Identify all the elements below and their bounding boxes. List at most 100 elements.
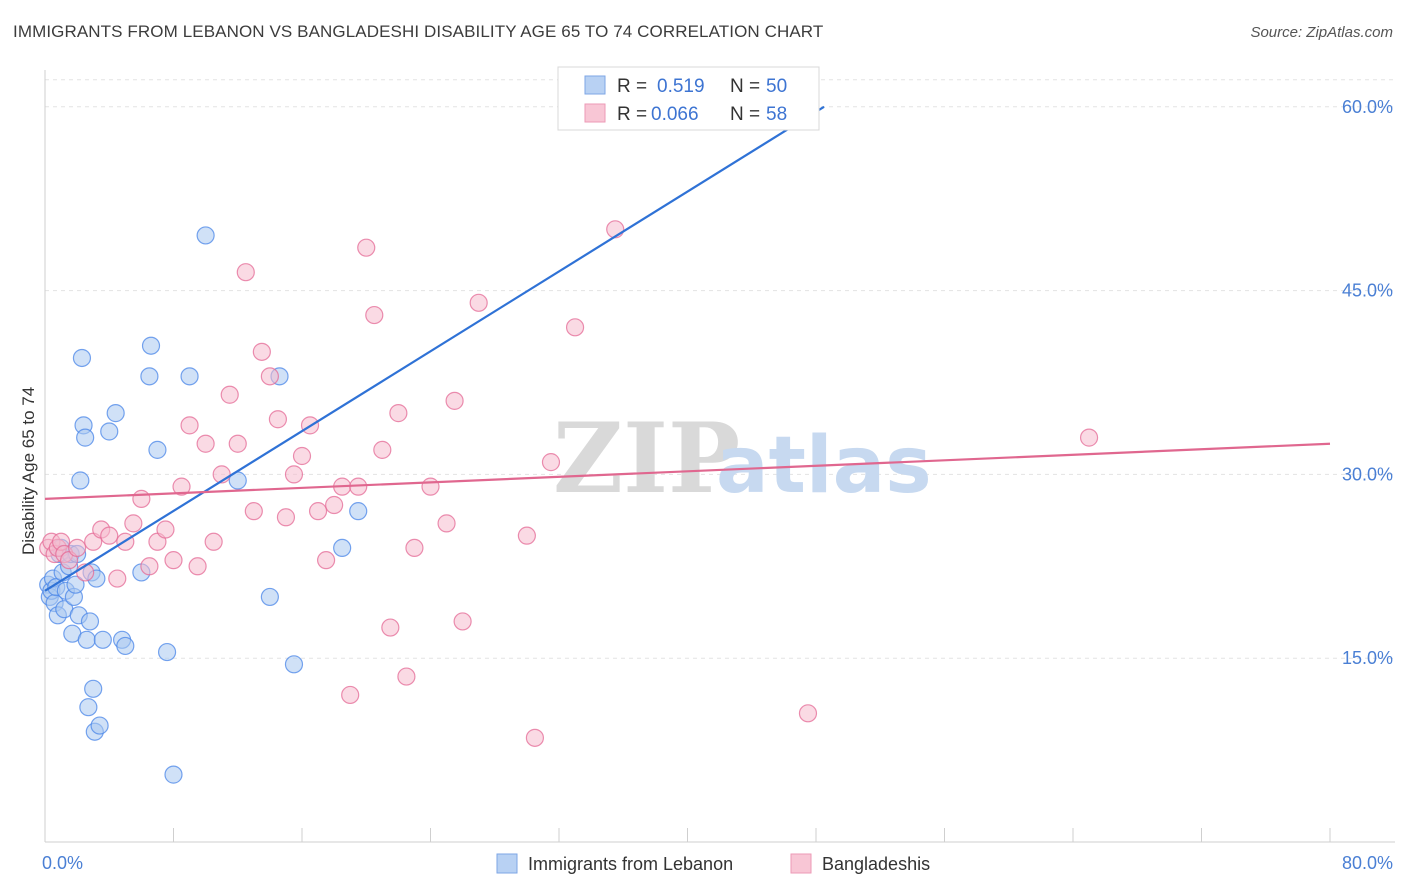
bangladeshis-point-19 xyxy=(164,551,183,570)
lebanon-point-31 xyxy=(93,630,112,649)
bangladeshis-point-11 xyxy=(100,526,119,545)
bangladeshis-point-54 xyxy=(469,293,488,312)
x-tick-labels: 0.0% 80.0% xyxy=(42,853,1393,873)
lebanon-point-23 xyxy=(77,630,96,649)
lebanon-point-22 xyxy=(76,428,95,447)
bangladeshis-point-31 xyxy=(260,367,279,386)
bangladeshis-point-43 xyxy=(357,238,376,257)
bangladeshis-point-33 xyxy=(276,508,296,527)
bangladeshis-point-7 xyxy=(68,538,87,558)
lebanon-point-16 xyxy=(66,575,85,594)
axes xyxy=(44,70,1395,843)
source-label: Source: ZipAtlas.com xyxy=(1250,24,1393,41)
legend-n-label-1: N = xyxy=(730,76,760,97)
bottom-legend-label-lebanon: Immigrants from Lebanon xyxy=(528,854,733,874)
bangladeshis-point-29 xyxy=(244,502,263,521)
lebanon-point-35 xyxy=(116,636,135,656)
lebanon-point-37 xyxy=(140,367,159,386)
bangladeshis-point-61 xyxy=(1079,428,1099,447)
y-tick-label-30: 30.0% xyxy=(1342,464,1393,484)
lebanon-point-49 xyxy=(349,502,368,521)
bottom-legend-label-bangladeshis: Bangladeshis xyxy=(822,854,930,874)
series-legend: Immigrants from Lebanon Bangladeshis xyxy=(496,853,930,874)
lebanon-point-27 xyxy=(84,679,103,698)
bangladeshis-point-41 xyxy=(341,685,360,705)
bangladeshis-point-58 xyxy=(565,318,585,337)
lebanon-point-41 xyxy=(164,765,183,784)
lebanon-trend-line xyxy=(44,105,825,592)
legend-n-value-bangladeshis: 58 xyxy=(766,104,787,125)
bangladeshis-point-57 xyxy=(541,453,561,472)
y-tick-label-45: 45.0% xyxy=(1342,281,1393,301)
bangladeshis-point-60 xyxy=(798,704,818,723)
lebanon-point-30 xyxy=(90,716,109,735)
bangladeshis-point-23 xyxy=(196,434,215,453)
bangladeshis-point-32 xyxy=(268,410,288,429)
bangladeshis-point-49 xyxy=(405,538,424,558)
y-tick-label-15: 15.0% xyxy=(1342,648,1393,668)
series-lebanon-points xyxy=(39,97,737,784)
watermark: ZIP atlas xyxy=(553,402,932,515)
legend-swatch-bangladeshis xyxy=(584,103,606,123)
bangladeshis-point-55 xyxy=(517,526,536,545)
watermark-zip: ZIP xyxy=(553,402,740,515)
bangladeshis-point-35 xyxy=(292,446,312,466)
bangladeshis-point-45 xyxy=(373,440,392,459)
legend-r-value-bangladeshis: 0.066 xyxy=(651,104,699,125)
trend-lines xyxy=(44,105,1331,592)
legend-r-label-1: R = xyxy=(617,76,647,97)
bangladeshis-point-56 xyxy=(525,728,545,747)
lebanon-point-33 xyxy=(106,404,125,423)
bangladeshis-point-52 xyxy=(445,391,464,410)
bangladeshis-point-51 xyxy=(437,514,456,533)
lebanon-point-25 xyxy=(80,612,100,631)
bangladeshis-point-28 xyxy=(236,263,255,282)
legend-n-value-lebanon: 50 xyxy=(766,76,787,97)
bangladeshis-point-39 xyxy=(325,495,344,515)
stats-legend: R = 0.519 N = 50 R = 0.066 N = 58 xyxy=(557,66,820,131)
y-tick-label-60: 60.0% xyxy=(1342,97,1393,117)
bangladeshis-point-15 xyxy=(132,489,151,508)
lebanon-point-42 xyxy=(180,367,199,386)
lebanon-point-43 xyxy=(196,226,215,245)
bangladeshis-point-47 xyxy=(389,404,408,423)
bangladeshis-point-18 xyxy=(156,520,175,539)
bangladeshis-point-24 xyxy=(204,532,223,551)
bangladeshis-point-12 xyxy=(108,569,127,588)
lebanon-point-38 xyxy=(141,336,161,355)
bangladeshis-point-22 xyxy=(188,557,207,576)
gridlines xyxy=(45,79,1395,659)
bangladeshis-point-16 xyxy=(140,557,159,576)
lebanon-point-45 xyxy=(260,587,279,607)
bottom-legend-swatch-bangladeshis xyxy=(790,853,812,874)
bangladeshis-point-50 xyxy=(421,477,440,496)
bangladeshis-point-38 xyxy=(316,551,336,570)
x-tick-label-0: 0.0% xyxy=(42,853,83,873)
bangladeshis-point-44 xyxy=(365,305,384,325)
legend-n-label-2: N = xyxy=(730,104,760,125)
lebanon-point-39 xyxy=(148,440,167,459)
legend-r-value-lebanon: 0.519 xyxy=(657,76,705,97)
y-tick-labels: 15.0% 30.0% 45.0% 60.0% xyxy=(1342,97,1393,668)
legend-r-label-2: R = xyxy=(617,104,647,125)
x-tick-label-1: 80.0% xyxy=(1342,853,1393,873)
bangladeshis-trend-line xyxy=(44,442,1331,500)
bangladeshis-point-34 xyxy=(284,465,304,484)
legend-swatch-lebanon xyxy=(584,75,606,95)
bangladeshis-point-26 xyxy=(220,385,239,404)
y-axis-label: Disability Age 65 to 74 xyxy=(19,387,38,555)
lebanon-point-47 xyxy=(284,655,304,674)
bottom-legend-swatch-lebanon xyxy=(496,853,518,874)
lebanon-point-48 xyxy=(333,538,352,558)
bangladeshis-point-37 xyxy=(308,502,328,521)
bangladeshis-point-21 xyxy=(180,416,199,435)
lebanon-point-32 xyxy=(100,422,119,441)
lebanon-point-24 xyxy=(79,698,98,717)
chart-title: IMMIGRANTS FROM LEBANON VS BANGLADESHI D… xyxy=(13,22,824,41)
lebanon-point-20 xyxy=(72,348,92,368)
bangladeshis-point-14 xyxy=(124,514,143,533)
lebanon-point-19 xyxy=(71,471,90,490)
bangladeshis-point-48 xyxy=(397,667,416,686)
bangladeshis-point-27 xyxy=(228,434,247,453)
